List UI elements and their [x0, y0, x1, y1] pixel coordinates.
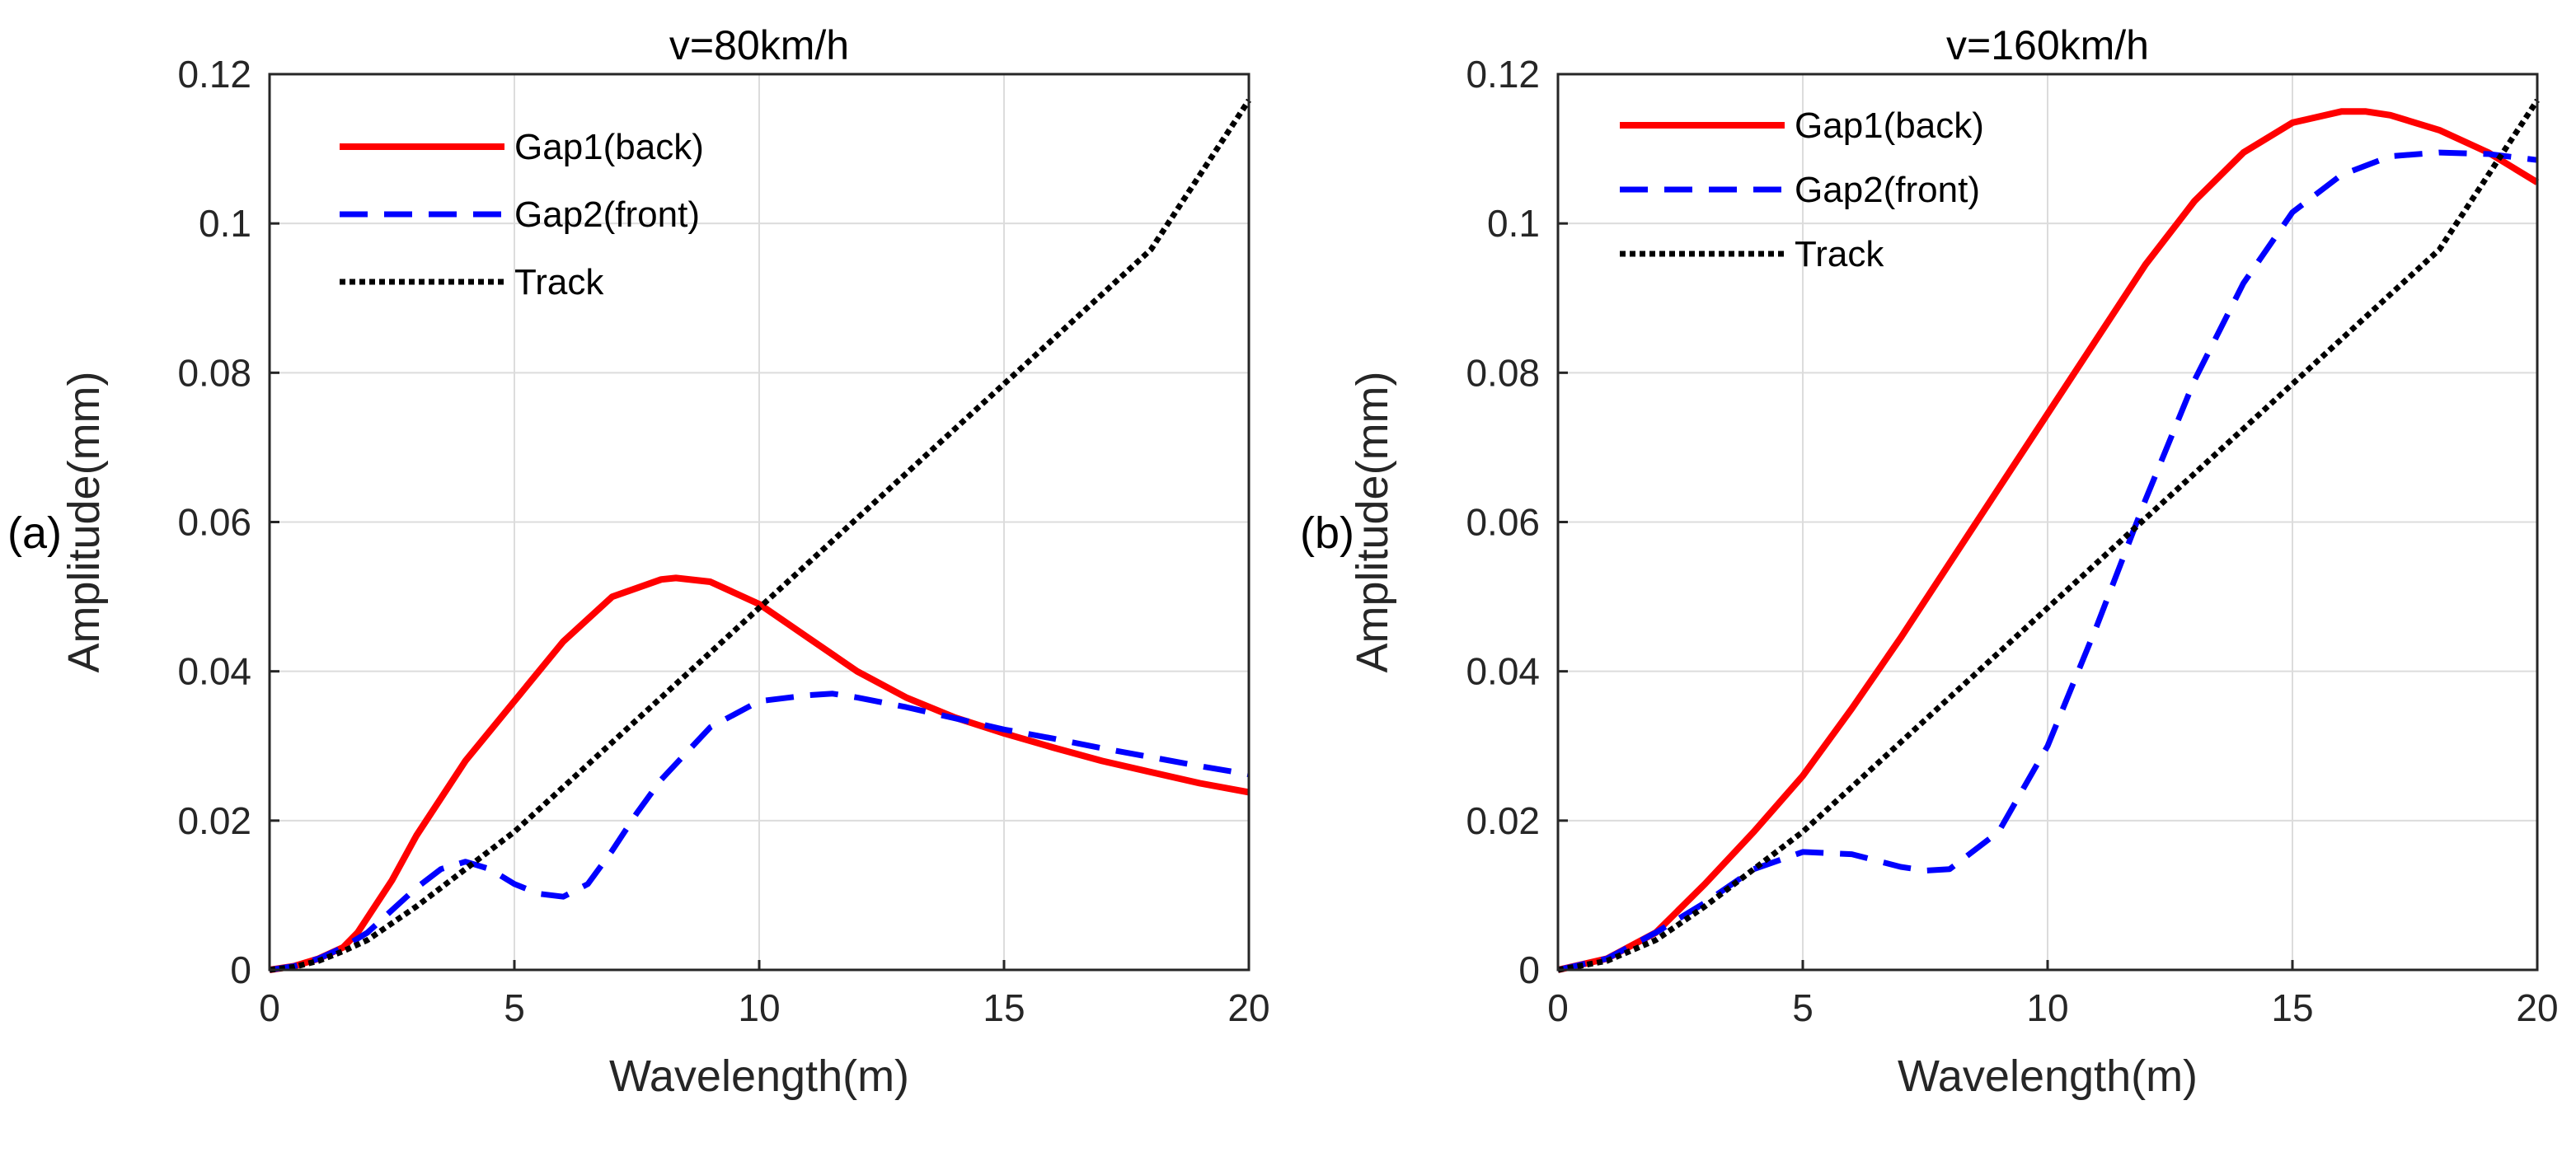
- y-tick-label: 0.06: [177, 501, 251, 544]
- y-tick-label: 0.12: [177, 53, 251, 96]
- x-tick-label: 20: [1227, 986, 1269, 1029]
- x-tick-label: 5: [504, 986, 525, 1029]
- series-line-track: [1557, 98, 2540, 973]
- legend: Gap1(back) Gap2(front) Track: [340, 127, 704, 302]
- y-tick-label: 0.12: [1466, 53, 1540, 96]
- y-tick-label: 0.02: [177, 799, 251, 842]
- legend: Gap1(back) Gap2(front) Track: [1620, 105, 1984, 274]
- y-tick-label: 0.08: [177, 351, 251, 394]
- y-tick-label: 0: [1518, 948, 1540, 991]
- series-line-gap1-back: [269, 574, 1250, 973]
- chart-title: v=160km/h: [1946, 22, 2149, 68]
- y-tick-label: 0.1: [199, 202, 251, 245]
- series-line-gap2-front: [1557, 149, 2538, 973]
- legend-label: Track: [514, 262, 604, 302]
- x-tick-label: 0: [259, 986, 280, 1029]
- series-line-gap2-front: [269, 691, 1250, 973]
- chart-title: v=80km/h: [669, 22, 849, 68]
- legend-label: Track: [1795, 234, 1884, 274]
- series-line-gap1-back: [1557, 108, 2540, 973]
- x-axis-label: Wavelength(m): [609, 1051, 909, 1101]
- y-axis-label: Amplitude(mm): [1348, 371, 1397, 672]
- y-tick-label: 0.02: [1466, 799, 1540, 842]
- y-tick-label: 0.08: [1466, 351, 1540, 394]
- y-tick-label: 0.06: [1466, 501, 1540, 544]
- axes-frame: [268, 73, 1250, 972]
- x-tick-label: 20: [2516, 986, 2558, 1029]
- x-tick-label: 0: [1547, 986, 1569, 1029]
- legend-label: Gap1(back): [514, 127, 704, 167]
- legend-label: Gap2(front): [1795, 170, 1980, 210]
- legend-label: Gap2(front): [514, 194, 700, 235]
- y-tick-label: 0.1: [1487, 202, 1540, 245]
- x-tick-label: 15: [2271, 986, 2313, 1029]
- y-tick-label: 0.04: [177, 650, 251, 693]
- panel-label: (a): [7, 508, 62, 558]
- y-tick-label: 0.04: [1466, 650, 1540, 693]
- x-tick-label: 15: [983, 986, 1025, 1029]
- x-tick-label: 10: [2026, 986, 2068, 1029]
- panel-label: (b): [1300, 508, 1354, 558]
- x-tick-label: 5: [1792, 986, 1814, 1029]
- y-axis-label: Amplitude(mm): [59, 371, 109, 672]
- legend-label: Gap1(back): [1795, 105, 1984, 146]
- chart-panel-1: 0 5 10 15 20 0 0.02 0.04 0.06 0.08 0.1 0.12 Gap1(bac…: [7, 22, 1270, 1101]
- x-tick-label: 10: [738, 986, 780, 1029]
- series-line-track: [269, 98, 1251, 973]
- x-axis-label: Wavelength(m): [1898, 1051, 2198, 1101]
- y-tick-label: 0: [230, 948, 251, 991]
- chart-panel-2: 0 5 10 15 20 0 0.02 0.04 0.06 0.08 0.1 0.12 Gap1(bac…: [1300, 22, 2559, 1101]
- axes-frame: [1556, 73, 2539, 972]
